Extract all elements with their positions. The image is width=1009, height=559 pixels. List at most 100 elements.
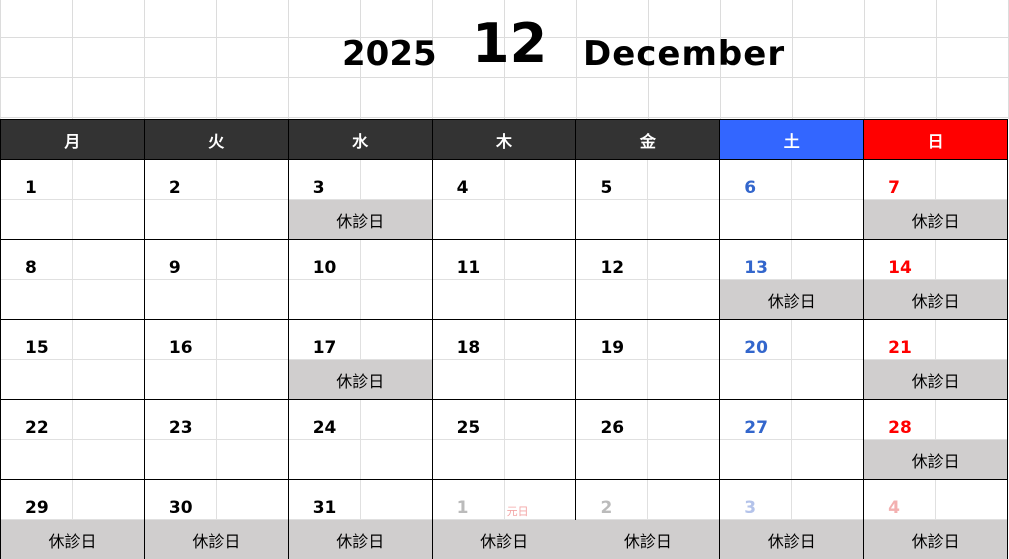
day-number: 7 [888, 178, 900, 198]
day-cell: 29 休診日 [1, 480, 145, 559]
closed-day-label: 休診日 [576, 520, 720, 559]
week-row: 29 休診日 30 休診日 31 休診日 1 元日 休診日 2 休診日 3 休診日 4 休診日 [1, 480, 1009, 559]
day-number: 19 [600, 338, 625, 358]
day-number: 4 [888, 498, 900, 518]
day-cell: 23 [144, 400, 289, 480]
day-number: 13 [744, 258, 768, 278]
day-cell: 22 [1, 400, 145, 480]
day-number: 27 [744, 418, 768, 438]
closed-day-label: 休診日 [864, 200, 1008, 239]
day-cell: 13 休診日 [720, 240, 865, 320]
day-cell: 16 [144, 320, 289, 400]
closed-day-label: 休診日 [288, 520, 432, 559]
day-number: 21 [888, 338, 912, 358]
weekday-header-6: 日 [864, 120, 1009, 160]
weekday-header-4: 金 [576, 120, 721, 160]
day-cell: 18 [432, 320, 577, 400]
closed-day-label: 休診日 [288, 360, 432, 399]
day-number: 14 [888, 258, 912, 278]
day-cell: 24 [288, 400, 433, 480]
day-number: 23 [168, 418, 193, 438]
title-month-name: December [583, 34, 786, 74]
day-cell: 10 [288, 240, 433, 320]
day-number: 8 [25, 258, 37, 278]
weekday-header-0: 月 [1, 120, 145, 160]
title-month-number: 12 [472, 12, 548, 75]
day-cell: 4 休診日 [864, 480, 1009, 559]
day-cell: 28 休診日 [864, 400, 1009, 480]
weekday-header-3: 木 [432, 120, 577, 160]
day-number: 18 [456, 338, 481, 358]
day-number: 10 [312, 258, 337, 278]
day-number: 12 [600, 258, 625, 278]
week-row: 1 2 3 休診日 4 5 6 7 休診日 [1, 160, 1009, 240]
closed-day-label: 休診日 [288, 200, 432, 239]
day-number: 25 [456, 418, 481, 438]
day-number: 6 [744, 178, 757, 198]
calendar-grid: 月火水木金土日 1 2 3 休診日 4 5 6 7 休診日 8 9 10 11 12 13 休診日 14 休診日 1… [0, 119, 1009, 559]
day-number: 26 [600, 418, 625, 438]
day-cell: 14 休診日 [864, 240, 1009, 320]
day-cell: 3 休診日 [720, 480, 865, 559]
closed-day-label: 休診日 [720, 280, 864, 319]
week-row: 8 9 10 11 12 13 休診日 14 休診日 [1, 240, 1009, 320]
closed-day-label: 休診日 [144, 520, 288, 559]
day-cell: 19 [576, 320, 721, 400]
closed-day-label: 休診日 [432, 520, 576, 559]
day-number: 20 [744, 338, 768, 358]
closed-day-label: 休診日 [864, 520, 1008, 559]
closed-day-label: 休診日 [720, 520, 864, 559]
day-cell: 11 [432, 240, 577, 320]
day-cell: 3 休診日 [288, 160, 433, 240]
day-number: 22 [25, 418, 49, 438]
day-number: 31 [312, 498, 337, 518]
day-cell: 2 [144, 160, 289, 240]
day-number: 17 [312, 338, 337, 358]
calendar-weeks: 1 2 3 休診日 4 5 6 7 休診日 8 9 10 11 12 13 休診日 14 休診日 15 16 17 休診日… [1, 160, 1009, 559]
weekday-header-1: 火 [144, 120, 289, 160]
day-cell: 12 [576, 240, 721, 320]
closed-day-label: 休診日 [864, 280, 1008, 319]
day-cell: 26 [576, 400, 721, 480]
day-number: 28 [888, 418, 912, 438]
sheet-gridlines [0, 0, 1009, 119]
weekday-header-row: 月火水木金土日 [1, 120, 1009, 160]
day-number: 29 [25, 498, 49, 518]
day-cell: 20 [720, 320, 865, 400]
day-cell: 5 [576, 160, 721, 240]
weekday-header-5: 土 [720, 120, 865, 160]
day-number: 4 [456, 178, 469, 198]
day-number: 9 [168, 258, 181, 278]
week-row: 22 23 24 25 26 27 28 休診日 [1, 400, 1009, 480]
weekday-header-2: 水 [288, 120, 433, 160]
day-cell: 9 [144, 240, 289, 320]
day-number: 16 [168, 338, 193, 358]
day-cell: 17 休診日 [288, 320, 433, 400]
day-number: 15 [25, 338, 49, 358]
day-cell: 31 休診日 [288, 480, 433, 559]
day-cell: 1 元日 休診日 [432, 480, 577, 559]
day-number: 3 [744, 498, 757, 518]
title-year: 2025 [342, 34, 437, 74]
week-row: 15 16 17 休診日 18 19 20 21 休診日 [1, 320, 1009, 400]
day-number: 2 [600, 498, 613, 518]
closed-day-label: 休診日 [864, 360, 1008, 399]
calendar-title: 2025 12 December [0, 0, 1009, 78]
closed-day-label: 休診日 [864, 440, 1008, 479]
day-number: 30 [168, 498, 193, 518]
day-number: 1 [25, 178, 37, 198]
day-cell: 8 [1, 240, 145, 320]
day-cell: 4 [432, 160, 577, 240]
day-cell: 25 [432, 400, 577, 480]
day-cell: 7 休診日 [864, 160, 1009, 240]
day-number: 2 [168, 178, 181, 198]
day-number: 5 [600, 178, 613, 198]
day-cell: 6 [720, 160, 865, 240]
day-cell: 2 休診日 [576, 480, 721, 559]
day-cell: 30 休診日 [144, 480, 289, 559]
day-cell: 21 休診日 [864, 320, 1009, 400]
closed-day-label: 休診日 [1, 520, 144, 559]
day-number: 11 [456, 258, 481, 278]
day-number: 24 [312, 418, 337, 438]
day-cell: 1 [1, 160, 145, 240]
